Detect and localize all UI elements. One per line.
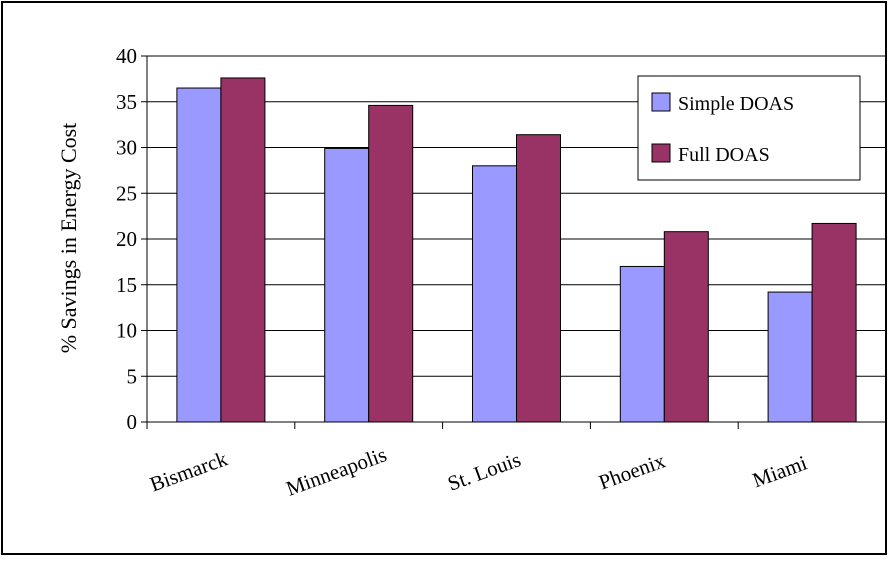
bar-simple-doas-st-louis: [472, 165, 517, 423]
bar-full-doas-st-louis: [516, 134, 561, 423]
y-tick-label: 30: [116, 136, 137, 160]
legend: Simple DOAS Full DOAS: [637, 75, 861, 181]
bar-full-doas-bismarck: [220, 77, 266, 423]
legend-label-full-doas: Full DOAS: [678, 144, 770, 166]
y-tick-label: 35: [116, 90, 137, 114]
bar-simple-doas-phoenix: [619, 265, 665, 423]
legend-swatch-simple-doas: [651, 92, 671, 112]
axes: [141, 55, 886, 429]
bars: [176, 77, 857, 423]
y-tick-label: 40: [116, 44, 137, 68]
y-axis-label: % Savings in Energy Cost: [56, 123, 81, 354]
bar-simple-doas-minneapolis: [324, 147, 370, 423]
legend-box: [637, 75, 861, 181]
bar-simple-doas-miami: [767, 291, 813, 423]
bar-full-doas-minneapolis: [368, 104, 414, 423]
y-tick-label: 5: [127, 364, 138, 388]
y-tick-label: 0: [127, 410, 138, 434]
y-tick-label: 15: [116, 273, 137, 297]
bar-simple-doas-bismarck: [176, 87, 222, 423]
legend-swatch-full-doas: [651, 143, 671, 163]
bar-full-doas-miami: [811, 222, 857, 423]
bar-full-doas-phoenix: [663, 231, 709, 423]
y-tick-label: 20: [116, 227, 137, 251]
y-tick-label: 10: [116, 319, 137, 343]
y-tick-label: 25: [116, 181, 137, 205]
legend-label-simple-doas: Simple DOAS: [678, 93, 794, 115]
